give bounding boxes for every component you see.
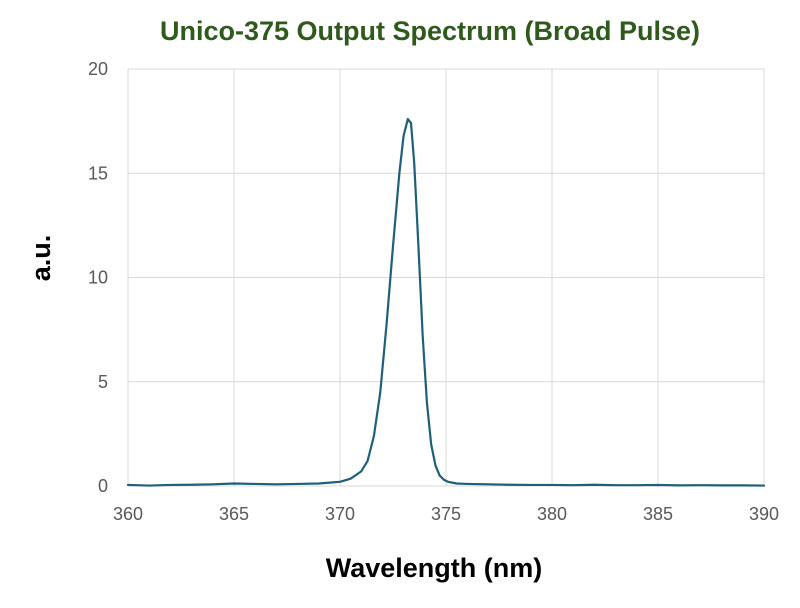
x-tick-label: 385 — [643, 504, 673, 524]
y-tick-label: 15 — [88, 163, 108, 183]
x-tick-label: 390 — [749, 504, 779, 524]
y-tick-label: 20 — [88, 59, 108, 79]
series-layer — [126, 117, 766, 487]
chart-title: Unico-375 Output Spectrum (Broad Pulse) — [160, 16, 700, 46]
x-tick-label: 380 — [537, 504, 567, 524]
y-tick-label: 5 — [98, 372, 108, 392]
x-tick-label: 365 — [219, 504, 249, 524]
y-tick-label: 0 — [98, 476, 108, 496]
x-tick-label: 375 — [431, 504, 461, 524]
gridlines — [127, 68, 765, 487]
y-axis-title: a.u. — [26, 235, 56, 282]
x-tick-label: 360 — [113, 504, 143, 524]
x-tick-label: 370 — [325, 504, 355, 524]
x-axis-title: Wavelength (nm) — [326, 553, 543, 583]
tick-labels: 360 365 370 375 380 385 390 0 5 10 15 20 — [88, 59, 779, 524]
y-tick-label: 10 — [88, 268, 108, 288]
spectrum-series-line — [126, 117, 766, 487]
